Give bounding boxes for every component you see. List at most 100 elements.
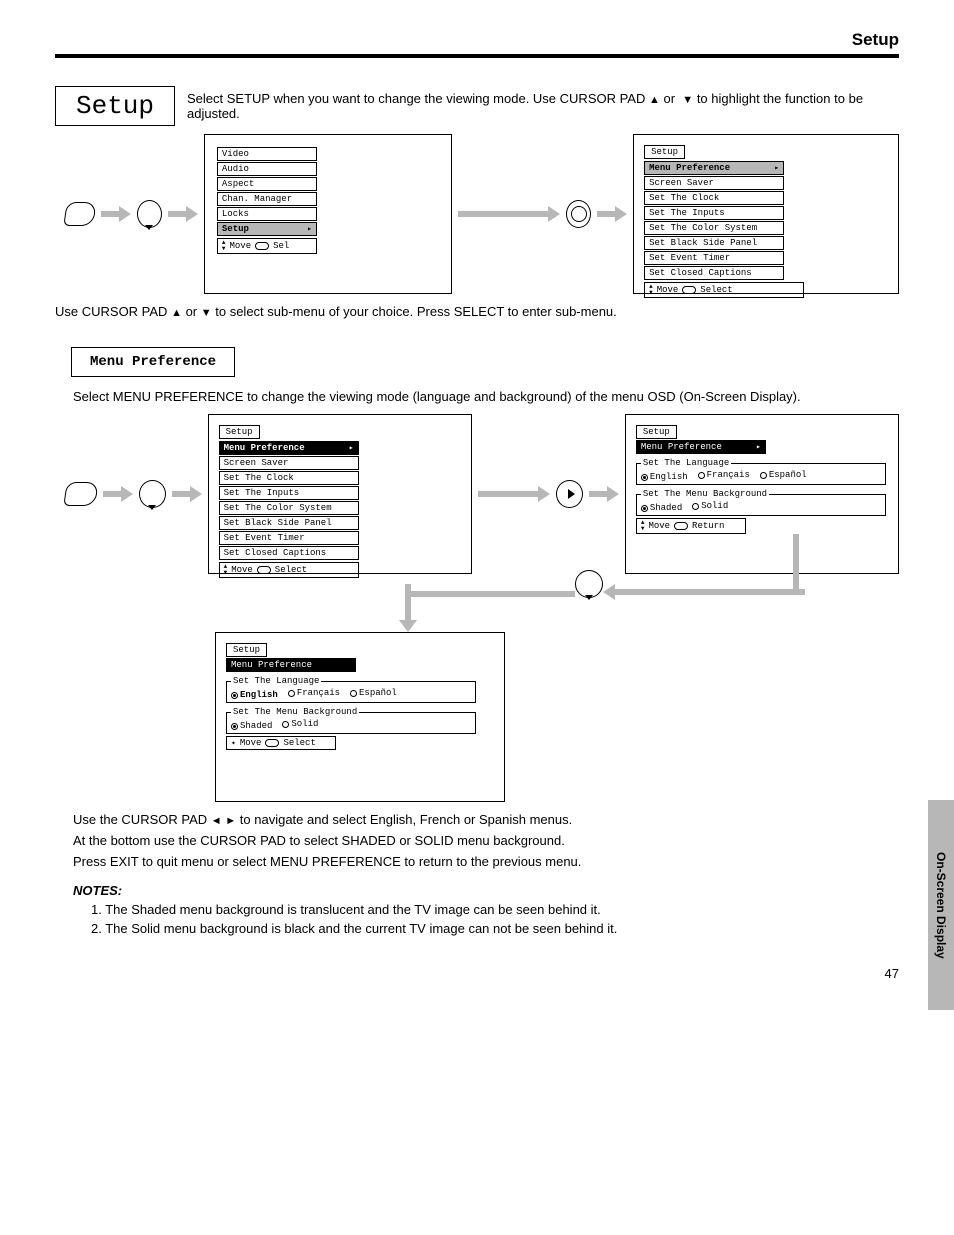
right-arrow-icon: ► xyxy=(225,816,236,827)
osd-menu-item: Locks xyxy=(217,207,317,221)
arrow-down-head xyxy=(399,620,417,632)
note-item: 1. The Shaded menu background is translu… xyxy=(91,902,899,917)
menu-preference-desc: Select MENU PREFERENCE to change the vie… xyxy=(73,389,853,404)
radio-option: English xyxy=(641,472,688,482)
arrow-icon xyxy=(172,486,202,502)
osd-menu-item: Set Event Timer xyxy=(219,531,359,545)
osd-menu-item: Menu Preference▸ xyxy=(644,161,784,175)
osd-menu-item: Set Black Side Panel xyxy=(219,516,359,530)
language-fieldset: Set The Language English Français Español xyxy=(226,676,476,703)
osd-title: Setup xyxy=(636,425,677,439)
arrow-icon xyxy=(103,486,133,502)
note-item: 2. The Solid menu background is black an… xyxy=(91,921,899,936)
osd-menu-item: Set The Clock xyxy=(219,471,359,485)
background-fieldset: Set The Menu Background Shaded Solid xyxy=(636,489,886,516)
osd-menu-preference-active: Setup Menu Preference Set The Language E… xyxy=(215,632,505,802)
osd-menu-item: Setup▸ xyxy=(217,222,317,236)
footer-sel: Sel xyxy=(273,241,289,251)
up-arrow-icon: ▲ xyxy=(649,95,660,106)
cursor-pad-icon xyxy=(137,200,162,228)
page-number: 47 xyxy=(55,966,899,981)
instruction-line: Press EXIT to quit menu or select MENU P… xyxy=(73,854,899,869)
desc-text: Select SETUP when you want to change the… xyxy=(187,91,645,106)
arrow-icon xyxy=(101,206,131,222)
osd-setup-menu: Setup Menu Preference▸Screen SaverSet Th… xyxy=(208,414,473,574)
legend: Set The Language xyxy=(231,676,321,686)
footer-select: Select xyxy=(283,738,315,748)
radio-option: Español xyxy=(760,470,807,480)
page-title: Setup xyxy=(55,30,899,50)
down-arrow-icon: ▼ xyxy=(201,308,212,319)
footer-move: Move xyxy=(240,738,262,748)
legend: Set The Menu Background xyxy=(641,489,769,499)
arrow-icon xyxy=(458,206,560,222)
arrow-icon xyxy=(168,206,198,222)
background-fieldset: Set The Menu Background Shaded Solid xyxy=(226,707,476,734)
cursor-pad-icon xyxy=(575,570,603,598)
osd-title: Setup xyxy=(644,145,685,159)
osd-footer: ▲▼ Move Return xyxy=(636,518,746,534)
radio-option: Shaded xyxy=(641,503,682,513)
instruction-line: Use the CURSOR PAD ◄ ► to navigate and s… xyxy=(73,812,899,827)
footer-move: Move xyxy=(657,285,679,295)
footer-move: Move xyxy=(230,241,252,251)
osd-menu-item: Set The Inputs xyxy=(219,486,359,500)
radio-option: English xyxy=(231,690,278,700)
arrow-icon xyxy=(405,591,575,597)
osd-footer: ✦ Move Select xyxy=(226,736,336,750)
radio-option: Solid xyxy=(282,719,318,729)
osd-footer: ▲▼ Move Select xyxy=(219,562,359,578)
menu-button-icon xyxy=(63,202,96,226)
setup-heading-box: Setup xyxy=(55,86,175,126)
footer-sel: Select xyxy=(700,285,732,295)
arrow-icon xyxy=(478,486,550,502)
osd-menu-item: Set Black Side Panel xyxy=(644,236,784,250)
arrow-icon xyxy=(589,486,619,502)
left-arrow-icon: ◄ xyxy=(211,816,222,827)
divider xyxy=(55,54,899,58)
osd-menu-item: Video xyxy=(217,147,317,161)
osd-menu-item: Menu Preference▸ xyxy=(219,441,359,455)
osd-submenu-title: Menu Preference▸ xyxy=(636,440,766,454)
osd-menu-item: Set The Clock xyxy=(644,191,784,205)
osd-title: Setup xyxy=(226,643,267,657)
cursor-pad-icon xyxy=(139,480,165,508)
radio-option: Français xyxy=(698,470,750,480)
radio-option: Français xyxy=(288,688,340,698)
radio-option: Español xyxy=(350,688,397,698)
legend: Set The Menu Background xyxy=(231,707,359,717)
radio-option: Shaded xyxy=(231,721,272,731)
up-arrow-icon: ▲ xyxy=(171,308,182,319)
footer-move: Move xyxy=(231,565,253,575)
osd-menu-item: Set Closed Captions xyxy=(644,266,784,280)
menu-button-icon xyxy=(63,482,98,506)
osd-menu-item: Screen Saver xyxy=(219,456,359,470)
osd-submenu-title: Menu Preference xyxy=(226,658,356,672)
footer-return: Return xyxy=(692,521,724,531)
step-caption: Use CURSOR PAD ▲ or ▼ to select sub-menu… xyxy=(55,304,899,319)
osd-menu-item: Aspect xyxy=(217,177,317,191)
osd-setup-menu: Setup Menu Preference▸Screen SaverSet Th… xyxy=(633,134,899,294)
down-arrow-icon: ▼ xyxy=(682,95,693,106)
legend: Set The Language xyxy=(641,458,731,468)
osd-menu-item: Set The Inputs xyxy=(644,206,784,220)
side-tab: On-Screen Display xyxy=(928,800,954,1010)
arrow-vline xyxy=(405,584,411,624)
setup-description: Select SETUP when you want to change the… xyxy=(187,91,899,121)
arrow-vline xyxy=(793,534,799,590)
language-fieldset: Set The Language English Français Español xyxy=(636,458,886,485)
osd-menu-item: Set Event Timer xyxy=(644,251,784,265)
osd-menu-item: Screen Saver xyxy=(644,176,784,190)
osd-menu-item: Set The Color System xyxy=(644,221,784,235)
osd-menu-item: Set Closed Captions xyxy=(219,546,359,560)
osd-menu-item: Set The Color System xyxy=(219,501,359,515)
osd-menu-item: Audio xyxy=(217,162,317,176)
osd-menu-item: Chan. Manager xyxy=(217,192,317,206)
radio-option: Solid xyxy=(692,501,728,511)
select-button-icon xyxy=(566,200,591,228)
osd-menu-preference: Setup Menu Preference▸ Set The Language … xyxy=(625,414,899,574)
arrow-left-icon xyxy=(603,584,805,600)
cursor-right-icon xyxy=(556,480,582,508)
instruction-line: At the bottom use the CURSOR PAD to sele… xyxy=(73,833,899,848)
footer-move: Move xyxy=(648,521,670,531)
